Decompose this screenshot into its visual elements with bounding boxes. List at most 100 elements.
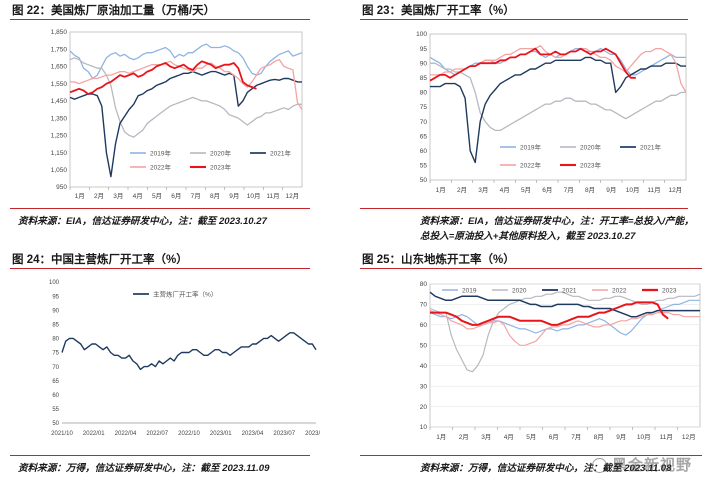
y-tick-label: 65: [52, 379, 59, 385]
legend-label: 2020年: [210, 148, 231, 157]
x-tick-label: 10月: [626, 186, 640, 194]
chart-25-bottom-rule: [360, 455, 702, 456]
chart-23-top-rule: [360, 19, 688, 20]
y-tick-label: 90: [52, 308, 59, 314]
x-tick-label: 4月: [500, 186, 510, 194]
series-line-2019年: [69, 43, 303, 80]
x-tick-label: 11月: [266, 192, 279, 200]
y-tick-label: 10: [420, 424, 428, 431]
x-tick-label: 2023/04: [242, 431, 264, 437]
x-tick-label: 12月: [668, 186, 682, 194]
chart-22-title: 图 22：美国炼厂原油加工量（万桶/天）: [12, 5, 216, 17]
x-tick-label: 10月: [637, 433, 651, 441]
chart-23-title: 图 23：美国炼厂开工率（%）: [362, 5, 515, 17]
x-tick-label: 10月: [247, 192, 261, 200]
legend-label: 2019年: [150, 148, 171, 157]
y-tick-label: 80: [52, 337, 59, 343]
x-tick-label: 12月: [285, 192, 299, 200]
y-tick-label: 95: [52, 294, 59, 300]
x-tick-label: 2月: [457, 186, 467, 194]
y-tick-label: 50: [420, 342, 428, 349]
plot-frame: [69, 31, 303, 188]
chart-23-source: 资料来源：EIA，信达证券研发中心，注：开工率=总投入/产能，: [420, 216, 694, 227]
x-tick-label: 11月: [647, 186, 660, 194]
y-tick-label: 100: [49, 280, 60, 286]
x-tick-label: 2022/07: [146, 431, 168, 437]
series-line-2021年: [430, 56, 686, 164]
legend-label: 2022年: [150, 162, 171, 171]
chart-22-top-rule: [10, 19, 310, 20]
y-tick-label: 1,150: [51, 150, 68, 157]
x-tick-label: 12月: [682, 433, 696, 441]
x-tick-label: 7月: [571, 433, 581, 441]
y-tick-label: 60: [52, 393, 59, 399]
x-tick-label: 2023/01: [210, 431, 232, 437]
legend-label: 2023年: [580, 160, 601, 169]
x-tick-label: 8月: [210, 192, 220, 200]
watermark: 黑金新视野: [612, 457, 693, 474]
x-tick-label: 8月: [594, 433, 604, 441]
x-tick-label: 9月: [229, 192, 239, 200]
y-tick-label: 60: [420, 148, 428, 155]
y-tick-label: 50: [52, 421, 59, 427]
x-tick-label: 7月: [564, 186, 574, 194]
series-line-2022年: [70, 58, 303, 110]
chart-25-title: 图 25：山东地炼开工率（%）: [362, 254, 515, 266]
y-tick-label: 55: [420, 163, 428, 170]
y-tick-label: 60: [420, 322, 428, 329]
y-tick-label: 65: [420, 133, 428, 140]
x-tick-label: 4月: [504, 433, 514, 441]
chart-24-title: 图 24：中国主营炼厂开工率（%）: [12, 254, 188, 266]
y-tick-label: 75: [420, 104, 428, 111]
x-tick-label: 2月: [94, 192, 104, 200]
y-tick-label: 1,450: [51, 98, 68, 105]
x-tick-label: 2021/10: [51, 431, 73, 437]
legend-label: 主营炼厂开工率（%）: [153, 289, 217, 298]
legend-label: 2022: [612, 287, 627, 294]
x-tick-label: 3月: [481, 433, 491, 441]
x-tick-label: 5月: [152, 192, 162, 200]
x-tick-label: 2022/01: [83, 431, 105, 437]
legend-label: 2023: [662, 287, 677, 294]
x-tick-label: 2022/04: [115, 431, 137, 437]
x-tick-label: 3月: [478, 186, 488, 194]
chart-24-source: 资料来源：万得，信达证券研发中心，注：截至 2023.11.09: [18, 463, 270, 474]
y-tick-label: 1,750: [51, 46, 68, 53]
y-tick-label: 55: [52, 407, 59, 413]
x-tick-label: 2023/07: [273, 431, 295, 437]
legend-label: 2022年: [520, 160, 541, 169]
x-tick-label: 11月: [660, 433, 673, 441]
plot-frame: [429, 283, 701, 428]
legend-label: 2019年: [520, 142, 541, 151]
y-tick-label: 1,050: [51, 167, 68, 174]
chart-25-shandong-utilization: 10 20 30 40 50 60 70 80 1月 2月 3月 4月 5月 6月 7月 8月 9月 10月 11月…: [420, 281, 701, 441]
x-tick-label: 6月: [549, 433, 559, 441]
x-tick-label: 5月: [526, 433, 536, 441]
chart-24-china-utilization: 50 55 60 65 70 75 80 85 90 95 100 2021/10 2022/01 202…: [49, 280, 320, 437]
series-line-主营炼厂开工率（%）: [61, 332, 317, 371]
series-line-2019年: [429, 47, 686, 76]
series-line-2020年: [430, 62, 686, 132]
series-line-2023: [430, 301, 669, 326]
x-tick-label: 4月: [133, 192, 143, 200]
series-line-2023年: [69, 60, 257, 95]
watermark-icon: [592, 458, 607, 473]
x-tick-label: 9月: [606, 186, 616, 194]
chart-25-top-rule: [360, 268, 702, 269]
x-tick-label: 2月: [459, 433, 469, 441]
y-tick-label: 100: [416, 31, 427, 38]
series-line-2020年: [69, 57, 302, 138]
y-tick-label: 1,850: [51, 29, 68, 36]
x-tick-label: 6月: [171, 192, 181, 200]
y-tick-label: 950: [56, 184, 67, 191]
y-tick-label: 80: [420, 90, 428, 97]
y-tick-label: 50: [420, 177, 428, 184]
x-tick-label: 2022/10: [178, 431, 200, 437]
y-tick-label: 1,350: [51, 115, 68, 122]
x-tick-label: 2023/10: [305, 431, 320, 437]
y-tick-label: 95: [420, 46, 428, 53]
series-line-2021年: [69, 70, 302, 178]
y-tick-label: 1,650: [51, 64, 68, 71]
x-tick-label: 9月: [616, 433, 626, 441]
y-tick-label: 70: [420, 119, 428, 126]
